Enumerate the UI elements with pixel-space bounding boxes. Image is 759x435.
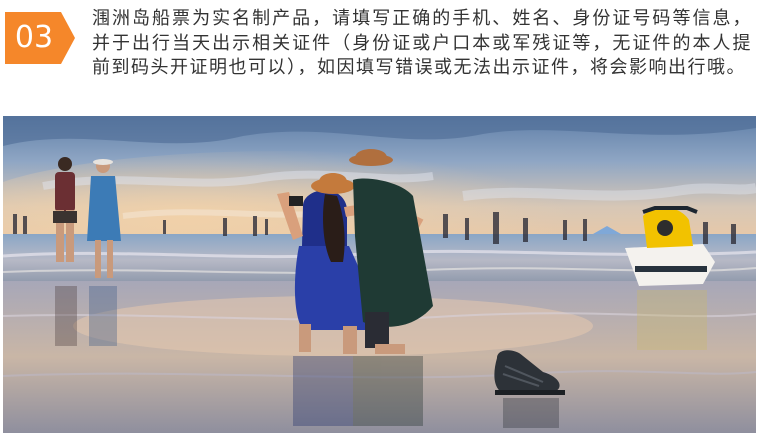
crouching-man [349, 149, 433, 354]
step-badge: 03 [5, 12, 75, 64]
jet-ski [625, 206, 715, 286]
sandals [494, 350, 565, 395]
step-badge-shape [5, 12, 75, 64]
walking-man [53, 157, 77, 262]
step-number: 03 [14, 20, 54, 55]
walking-woman [87, 159, 121, 278]
beach-scene-photo [3, 116, 756, 433]
notice-text: 涠洲岛船票为实名制产品，请填写正确的手机、姓名、身份证号码等信息，并于出行当天出… [92, 8, 752, 78]
